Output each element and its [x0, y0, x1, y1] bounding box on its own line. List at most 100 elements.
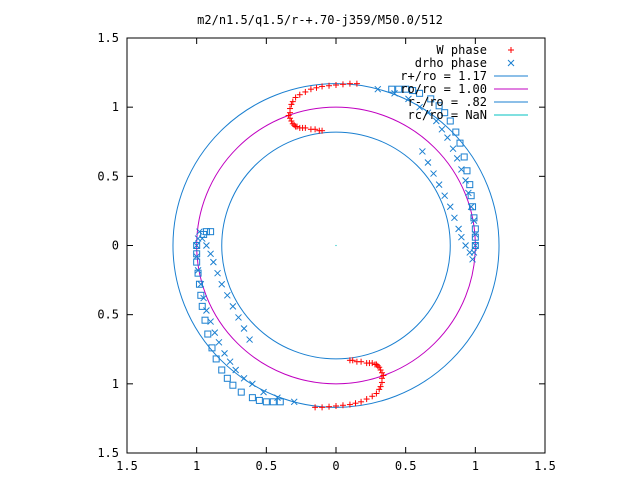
legend-label: drho phase [415, 56, 487, 70]
data-point [339, 81, 346, 88]
reference-circles [172, 83, 500, 408]
data-point [363, 396, 370, 403]
y-tick-label: 1 [112, 377, 119, 391]
data-point [378, 369, 385, 376]
data-point [290, 398, 298, 406]
data-point [456, 139, 464, 147]
legend-label: r-/ro = .82 [408, 95, 487, 109]
legend-label: ro/ro = 1.00 [400, 82, 487, 96]
data-point [302, 88, 309, 95]
legend-label: r+/ro = 1.17 [400, 69, 487, 83]
axis-ticks: 1.5 1 0.5 0 0.5 1 1.51.510.500.511.5 [97, 31, 556, 473]
data-point [377, 383, 384, 390]
data-point [274, 394, 281, 402]
x-tick-label: 0.5 [395, 459, 417, 473]
data-point [248, 394, 256, 402]
data-point [374, 362, 381, 369]
data-point [319, 127, 326, 134]
data-point [378, 375, 385, 382]
data-point [240, 374, 248, 382]
data-point [214, 269, 221, 277]
data-point [302, 124, 309, 131]
data-point [226, 358, 234, 366]
chart-title: m2/n1.5/q1.5/r-+.70-j359/M50.0/512 [197, 13, 443, 27]
data-point [288, 118, 295, 124]
data-point [395, 85, 403, 93]
legend-label: W phase [436, 43, 487, 57]
data-point [212, 355, 220, 363]
data-point [451, 214, 458, 222]
data-point [471, 225, 479, 233]
data-point [223, 291, 231, 299]
data-point [240, 325, 248, 332]
data-point [388, 85, 396, 93]
data-point [287, 109, 294, 116]
data-point [432, 117, 440, 125]
y-tick-label: 0.5 [97, 308, 119, 322]
data-point [218, 280, 226, 288]
data-point [377, 367, 384, 373]
data-point [198, 302, 206, 310]
data-point [249, 380, 256, 388]
data-point [446, 117, 454, 125]
data-point [246, 336, 253, 343]
data-point [207, 228, 215, 236]
data-point [374, 85, 382, 93]
x-tick-label: 1.5 [534, 459, 556, 473]
data-point [211, 329, 219, 337]
data-point [380, 372, 387, 379]
x-tick-label: 1.5 [116, 459, 138, 473]
data-point [285, 112, 292, 119]
data-point [346, 401, 353, 408]
data-point [458, 166, 465, 173]
data-point [235, 314, 242, 321]
data-point [471, 242, 479, 249]
x-tick-label: 1 [472, 459, 479, 473]
data-point [453, 154, 461, 162]
data-point [372, 361, 379, 368]
data-point [287, 115, 294, 122]
y-tick-label: 0 [112, 239, 119, 253]
data-point [260, 388, 267, 396]
data-point [291, 122, 298, 129]
data-point [201, 316, 209, 324]
data-point [391, 89, 398, 97]
data-point [462, 242, 469, 249]
data-point [438, 125, 446, 133]
data-point [326, 82, 333, 89]
data-point [352, 400, 359, 407]
data-point [441, 109, 449, 117]
data-point [296, 91, 303, 98]
data-point [416, 89, 424, 97]
data-point [424, 109, 432, 117]
data-point [208, 344, 216, 352]
data-point [232, 366, 240, 374]
data-point [452, 128, 460, 136]
data-point [193, 250, 201, 258]
data-point [449, 145, 457, 153]
data-point [237, 388, 245, 396]
data-point [269, 398, 277, 406]
data-point [470, 214, 478, 222]
data-point [203, 307, 210, 314]
data-point [405, 95, 412, 103]
data-point [215, 338, 223, 346]
data-point [204, 330, 212, 338]
data-point [194, 269, 202, 277]
data-point [402, 85, 410, 93]
data-point [223, 374, 231, 382]
data-point [339, 402, 346, 409]
data-point [207, 318, 214, 325]
data-point [262, 398, 270, 406]
data-point [463, 167, 471, 175]
data-point [333, 82, 339, 89]
data-point [346, 357, 353, 364]
x-tick-label: 1 [193, 459, 200, 473]
data-point [196, 228, 203, 236]
data-point [441, 192, 449, 200]
data-point [446, 203, 454, 211]
data-point [363, 360, 370, 367]
data-point [193, 242, 201, 249]
data-point [419, 148, 426, 155]
